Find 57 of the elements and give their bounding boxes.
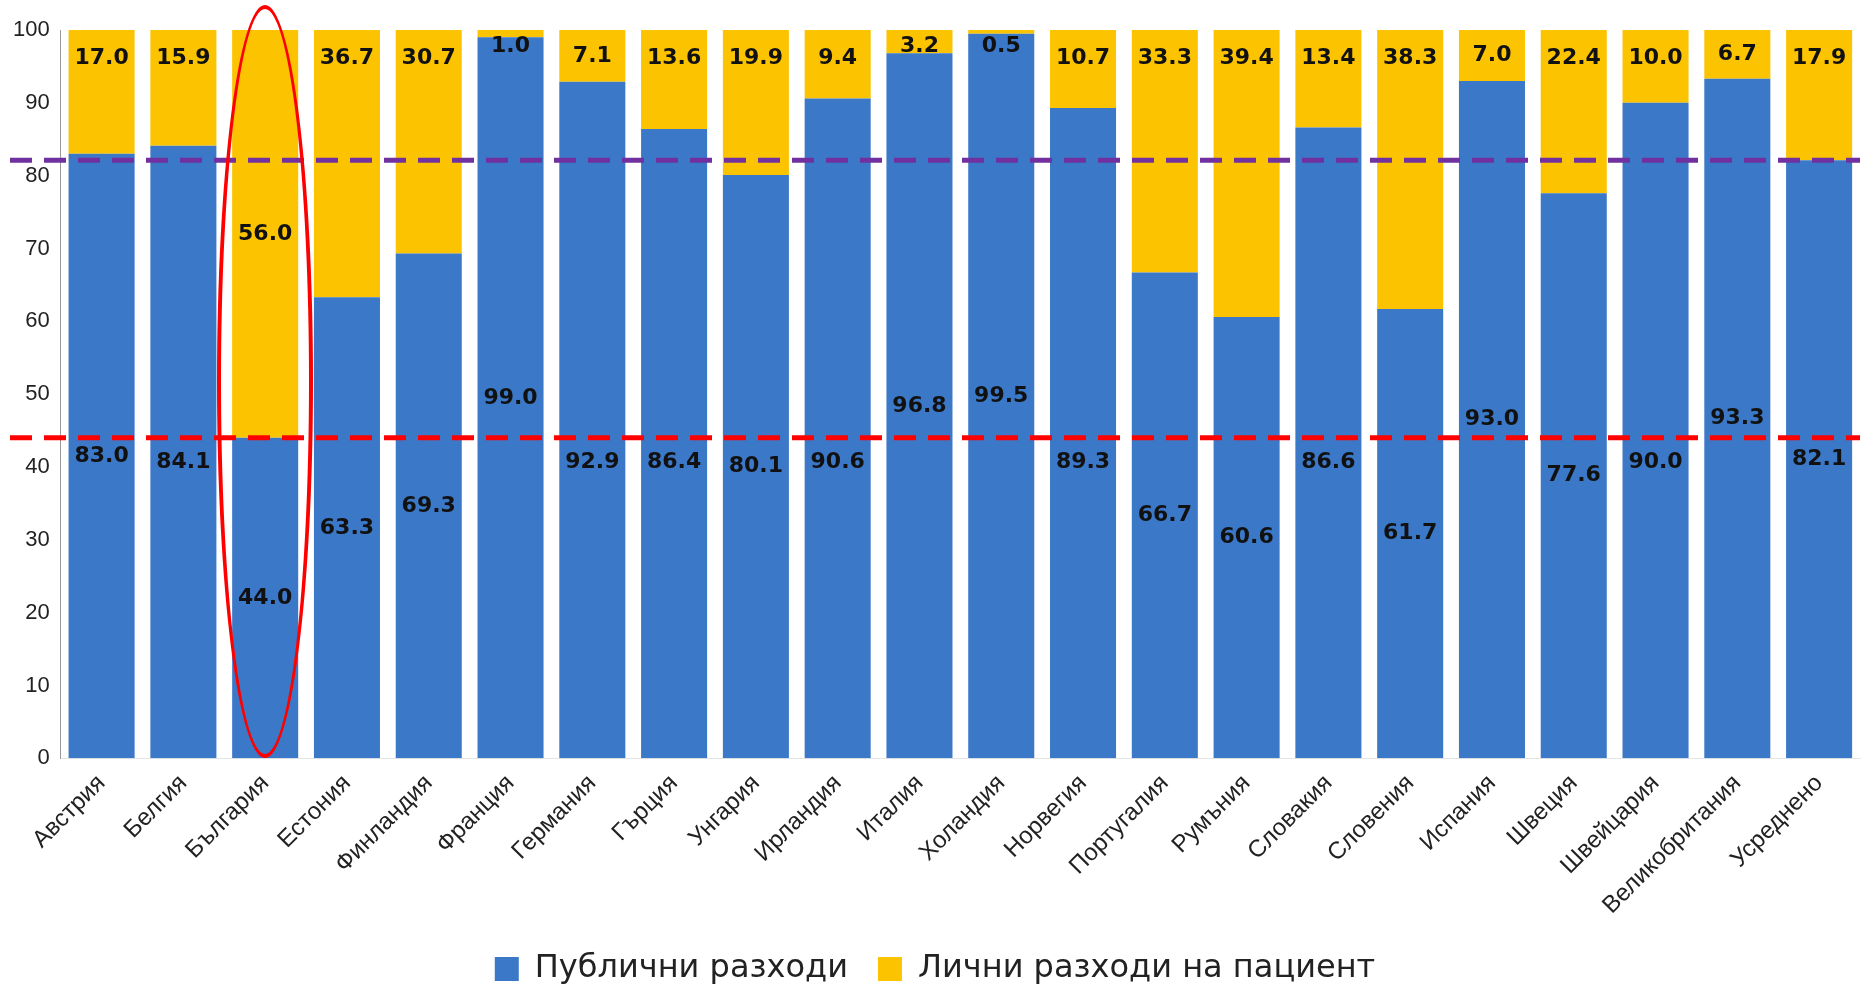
data-label: 17.9	[1791, 43, 1847, 69]
data-label: 83.0	[74, 441, 129, 467]
data-label: 36.7	[319, 43, 375, 69]
y-tick-label: 90	[25, 88, 50, 114]
y-tick-label: 50	[25, 380, 50, 406]
y-tick-label: 40	[25, 453, 50, 479]
y-tick-label: 0	[37, 744, 50, 770]
data-label: 7.0	[1472, 41, 1512, 67]
data-label: 10.0	[1628, 43, 1683, 69]
data-label: 77.6	[1546, 461, 1601, 487]
data-label: 84.1	[156, 447, 211, 473]
y-tick-label: 70	[25, 234, 50, 260]
data-label: 44.0	[238, 583, 293, 609]
data-label: 99.0	[483, 383, 538, 409]
data-label: 99.5	[974, 381, 1029, 407]
data-label: 17.0	[74, 43, 129, 69]
data-label: 80.1	[728, 452, 784, 478]
data-label: 10.7	[1055, 43, 1111, 69]
data-label: 66.7	[1137, 501, 1192, 527]
data-label: 13.4	[1301, 43, 1356, 69]
data-label: 3.2	[899, 31, 939, 57]
data-label: 60.6	[1219, 523, 1274, 549]
data-label: 63.3	[319, 513, 375, 539]
data-label: 92.9	[565, 447, 620, 473]
data-label: 89.3	[1055, 447, 1111, 473]
data-label: 93.0	[1464, 405, 1520, 431]
data-label: 33.3	[1137, 43, 1192, 69]
data-label: 6.7	[1717, 40, 1757, 66]
data-label: 93.3	[1710, 404, 1765, 430]
data-label: 13.6	[646, 43, 702, 69]
data-label: 19.9	[728, 43, 784, 69]
y-tick-label: 60	[25, 307, 50, 333]
data-label: 96.8	[892, 391, 947, 417]
y-tick-label: 20	[25, 598, 50, 624]
y-tick-label: 10	[25, 671, 50, 697]
y-tick-label: 30	[25, 525, 50, 551]
data-label: 30.7	[401, 43, 456, 69]
legend-label: Публични разходи	[534, 947, 848, 986]
data-label: 0.5	[981, 31, 1021, 57]
data-label: 15.9	[156, 43, 211, 69]
y-tick-label: 100	[12, 16, 50, 42]
data-label: 90.0	[1628, 447, 1683, 473]
data-label: 69.3	[401, 491, 456, 517]
data-label: 38.3	[1383, 43, 1438, 69]
data-label: 22.4	[1546, 43, 1601, 69]
data-label: 86.4	[646, 447, 702, 473]
data-label: 61.7	[1383, 519, 1438, 545]
data-label: 1.0	[491, 31, 531, 57]
y-tick-label: 80	[25, 161, 50, 187]
legend-label: Лични разходи на пациент	[917, 947, 1376, 986]
data-label: 90.6	[810, 447, 865, 473]
data-label: 56.0	[238, 219, 293, 245]
data-label: 39.4	[1219, 43, 1274, 69]
data-label: 7.1	[572, 41, 612, 67]
data-label: 9.4	[818, 43, 858, 69]
data-label: 82.1	[1791, 445, 1847, 471]
data-label: 86.6	[1301, 447, 1356, 473]
